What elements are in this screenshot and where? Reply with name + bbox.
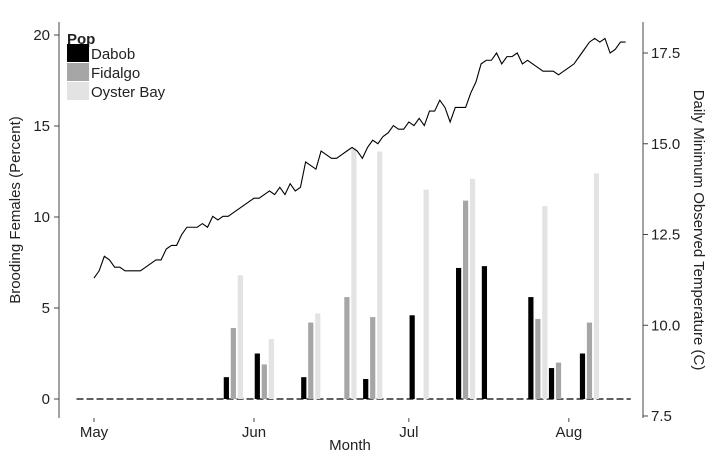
left-y-axis-title: Brooding Females (Percent) [7, 116, 24, 304]
left-y-tick-label: 10 [33, 209, 50, 226]
bar-dabob [548, 368, 555, 399]
bar-oyster-bay [351, 147, 357, 399]
bar-dabob [254, 353, 260, 399]
right-y-tick-label: 10.0 [651, 317, 680, 334]
right-y-tick-label: 12.5 [651, 227, 680, 244]
bar-oyster-bay [237, 275, 243, 399]
bar-oyster-bay [268, 338, 274, 399]
bar-oyster-bay [423, 189, 429, 399]
bar-oyster-bay [470, 178, 476, 399]
bar-dabob [223, 377, 229, 399]
right-y-axis-title: Daily Minimum Observed Temperature (C) [690, 90, 707, 371]
bar-series [223, 147, 600, 399]
right-y-tick-label: 15.0 [651, 136, 680, 153]
x-tick-label: Aug [555, 424, 582, 441]
bar-fidalgo [586, 322, 593, 399]
right-y-tick-label: 17.5 [651, 45, 680, 62]
left-y-tick-label: 20 [33, 27, 50, 44]
x-axis-title: Month [329, 437, 371, 454]
bar-oyster-bay [542, 206, 548, 399]
bar-oyster-bay [315, 313, 321, 399]
x-tick-label: Jul [399, 424, 418, 441]
bar-fidalgo [344, 297, 350, 399]
right-y-tick-label: 7.5 [651, 408, 672, 425]
bar-dabob [301, 377, 307, 399]
legend-swatch-oyster-bay [67, 82, 89, 100]
bar-dabob [481, 266, 488, 399]
bar-dabob [363, 378, 369, 399]
temperature-line [93, 37, 626, 279]
left-y-tick-label: 0 [42, 391, 50, 408]
bar-fidalgo [261, 364, 267, 399]
bar-oyster-bay [377, 151, 383, 399]
legend-title: Pop [67, 31, 95, 48]
bar-fidalgo [535, 318, 541, 399]
bar-dabob [528, 297, 534, 399]
bar-dabob [456, 267, 462, 399]
left-y-tick-label: 5 [42, 300, 50, 317]
right-y-ticks: 7.5 10.0 12.5 15.0 17.5 [643, 45, 680, 425]
bar-dabob [579, 353, 586, 399]
legend: Pop Dabob Fidalgo Oyster Bay [67, 31, 166, 101]
bar-dabob [409, 315, 415, 399]
left-y-ticks: 0 5 10 15 20 [33, 27, 59, 408]
x-tick-label: Jun [242, 424, 266, 441]
legend-swatch-dabob [67, 44, 89, 62]
legend-label-dabob: Dabob [91, 46, 135, 63]
legend-swatch-fidalgo [67, 63, 89, 81]
legend-label-fidalgo: Fidalgo [91, 65, 140, 82]
legend-label-oyster-bay: Oyster Bay [91, 84, 166, 101]
x-axis-ticks: May Jun Jul Aug [80, 418, 582, 441]
bar-fidalgo [555, 362, 562, 399]
x-tick-label: May [80, 424, 109, 441]
bar-fidalgo [463, 200, 469, 399]
bar-fidalgo [308, 322, 314, 399]
left-y-tick-label: 15 [33, 118, 50, 135]
bar-fidalgo [230, 328, 236, 399]
bar-fidalgo [370, 317, 376, 399]
bar-oyster-bay [593, 173, 600, 399]
